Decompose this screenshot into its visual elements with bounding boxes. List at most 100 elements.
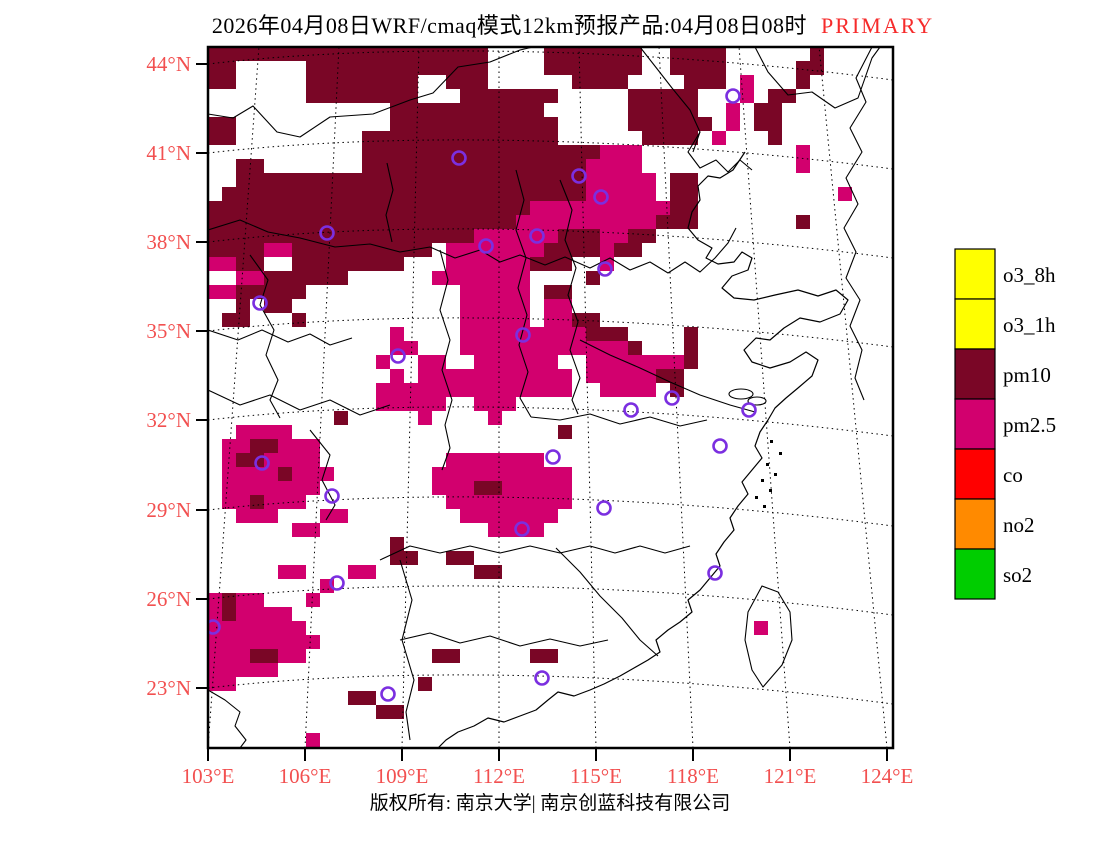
pollutant-cell-pm25 [390,397,404,411]
pollutant-cell-pm10 [334,75,348,89]
lat-tick-label: 41°N [146,141,191,165]
pollutant-cell-pm25 [278,453,292,467]
pollutant-cell-pm10 [362,691,376,705]
pollutant-cell-pm10 [208,47,222,61]
pollutant-cell-pm10 [320,201,334,215]
pollutant-cell-pm25 [516,285,530,299]
meridian-line [738,47,791,748]
pollutant-cell-pm25 [250,621,264,635]
city-marker [380,686,396,702]
pollutant-cell-pm10 [516,103,530,117]
pollutant-cell-pm25 [558,481,572,495]
pollutant-cell-pm10 [222,117,236,131]
pollutant-cell-pm10 [264,285,278,299]
pollutant-cell-pm10 [502,187,516,201]
pollutant-cell-pm10 [656,369,670,383]
legend-swatch-co [954,448,996,500]
pollutant-cell-pm25 [600,215,614,229]
legend-label: o3_1h [1003,313,1056,337]
pollutant-cell-pm10 [530,131,544,145]
pollutant-cell-pm10 [474,215,488,229]
pollutant-cell-pm25 [446,467,460,481]
city-marker [571,168,587,184]
lat-tick-label: 38°N [146,230,191,254]
lon-tick-label: 121°E [764,764,817,788]
pollutant-cell-pm25 [614,229,628,243]
pollutant-cell-pm25 [278,425,292,439]
pollutant-cell-pm25 [264,621,278,635]
pollutant-cell-pm25 [208,257,222,271]
pollutant-cell-pm10 [306,201,320,215]
pollutant-cell-pm25 [530,355,544,369]
pollutant-cell-pm25 [250,593,264,607]
pollutant-cell-pm10 [404,187,418,201]
boundary-shaanxi-west [439,249,453,471]
pollutant-cell-pm10 [432,187,446,201]
pollutant-cell-pm10 [460,551,474,565]
pollutant-cell-pm10 [278,467,292,481]
pollutant-cell-pm10 [558,243,572,257]
pollutant-cell-pm10 [628,89,642,103]
pollutant-cell-pm10 [530,103,544,117]
pollutant-cell-pm10 [348,187,362,201]
pollutant-cell-pm25 [320,467,334,481]
pollutant-cell-pm10 [488,173,502,187]
pollutant-cell-pm25 [656,355,670,369]
pollutant-cell-pm10 [418,145,432,159]
pollutant-cell-pm10 [446,187,460,201]
pollutant-cell-pm10 [362,173,376,187]
pollutant-cell-pm10 [320,61,334,75]
pollutant-cell-pm10 [600,61,614,75]
pollutant-cell-pm25 [236,607,250,621]
pollutant-cell-pm25 [460,509,474,523]
legend-label: so2 [1003,563,1032,587]
pollutant-cell-pm25 [502,299,516,313]
pollutant-cell-pm10 [404,159,418,173]
pollutant-cell-pm25 [474,299,488,313]
pollutant-cell-pm10 [404,47,418,61]
pollutant-cell-pm25 [418,355,432,369]
pollutant-cell-pm10 [362,47,376,61]
pollutant-cell-pm25 [362,565,376,579]
pollutant-cell-pm10 [642,117,656,131]
pollutant-cell-pm10 [264,201,278,215]
pollutant-cell-pm25 [488,397,502,411]
lat-tick-label: 23°N [146,676,191,700]
pollutant-cell-pm10 [376,229,390,243]
pollutant-cell-pm25 [712,131,726,145]
pollutant-cell-pm25 [642,201,656,215]
pollutant-cell-pm10 [278,201,292,215]
pollutant-cell-pm25 [530,369,544,383]
pollutant-cell-pm10 [712,47,726,61]
pollutant-cell-pm25 [292,621,306,635]
pollutant-cell-pm10 [418,47,432,61]
pollutant-cell-pm25 [558,369,572,383]
pollutant-cell-pm10 [670,131,684,145]
pollutant-cell-pm25 [628,355,642,369]
pollutant-cell-pm10 [376,47,390,61]
lat-tick-label: 29°N [146,498,191,522]
pollutant-cell-pm10 [264,649,278,663]
pollutant-cell-pm10 [306,243,320,257]
lon-tick-label: 103°E [182,764,235,788]
pollutant-cell-pm10 [642,103,656,117]
pollutant-cell-pm10 [796,215,810,229]
pollutant-cell-pm25 [432,355,446,369]
pollutant-cell-pm10 [390,47,404,61]
pollutant-cell-pm10 [236,243,250,257]
pollutant-cell-pm25 [222,677,236,691]
pollutant-cell-pm10 [558,47,572,61]
pollutant-cell-pm10 [334,411,348,425]
pollutant-cell-pm25 [544,201,558,215]
pollutant-cell-pm25 [250,607,264,621]
pollutant-cell-pm10 [208,75,222,89]
pollutant-cell-pm10 [670,201,684,215]
pollutant-cell-pm10 [390,61,404,75]
pollutant-cell-pm10 [264,215,278,229]
pollutant-cell-pm25 [502,397,516,411]
pollutant-cell-pm10 [768,89,782,103]
city-marker [208,619,221,635]
pollutant-cell-pm25 [264,481,278,495]
city-marker [623,402,639,418]
pollutant-cell-pm25 [292,467,306,481]
